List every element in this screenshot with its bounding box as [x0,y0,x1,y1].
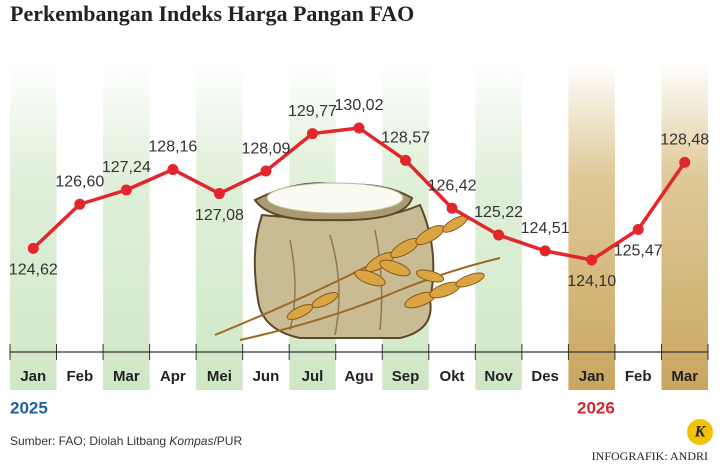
column-band [568,62,615,390]
source-text: Kompas [169,434,213,448]
column-band [10,62,57,390]
point [539,245,551,257]
point [167,163,179,175]
value-label: 128,16 [148,139,197,156]
x-tick-label: Des [531,368,559,385]
column-band [103,62,150,390]
source-text: Sumber: FAO; Diolah Litbang [10,434,169,448]
point [306,128,318,140]
value-label: 126,60 [55,173,104,190]
value-label: 127,08 [195,207,244,224]
x-tick-label: Sep [392,368,420,385]
value-label: 126,42 [428,177,477,194]
rice-illustration [214,182,501,341]
year-label: 2026 [577,398,615,417]
x-tick-label: Jan [20,368,46,385]
source-text: /PUR [213,434,242,448]
point [260,165,272,177]
point [586,254,598,266]
point [353,122,365,134]
value-label: 125,47 [614,243,663,260]
point [27,242,39,254]
x-tick-label: Jan [579,368,605,385]
point [493,229,505,241]
x-tick-label: Nov [484,368,513,385]
point [446,202,458,214]
x-tick-label: Jun [253,368,280,385]
value-label: 127,24 [102,159,151,176]
point [679,156,691,168]
point [74,198,86,210]
x-tick-label: Jul [302,368,324,385]
value-label: 125,22 [474,204,523,221]
chart-title: Perkembangan Indeks Harga Pangan FAO [10,1,414,26]
x-tick-label: Feb [625,368,652,385]
x-tick-label: Apr [160,368,186,385]
column-band [661,62,708,390]
x-tick-label: Agu [344,368,373,385]
value-label: 128,48 [660,132,709,149]
year-label: 2025 [10,398,48,417]
point [632,223,644,235]
value-label: 128,57 [381,130,430,147]
value-label: 124,51 [521,220,570,237]
x-tick-label: Mei [207,368,232,385]
source: Sumber: FAO; Diolah Litbang Kompas/PUR [10,434,242,448]
point [120,184,132,196]
x-tick-label: Mar [671,368,698,385]
logo-letter: K [694,424,707,441]
logo [687,419,713,445]
value-label: 130,02 [335,97,384,114]
value-label: 128,09 [241,140,290,157]
column-band [196,62,243,390]
value-label: 124,62 [9,262,58,279]
x-tick-label: Mar [113,368,140,385]
x-tick-label: Okt [440,368,465,385]
value-label: 129,77 [288,103,337,120]
value-label: 124,10 [567,273,616,290]
point [213,188,225,200]
x-tick-label: Feb [66,368,93,385]
point [400,154,412,166]
credit: INFOGRAFIK: ANDRI [592,449,708,463]
